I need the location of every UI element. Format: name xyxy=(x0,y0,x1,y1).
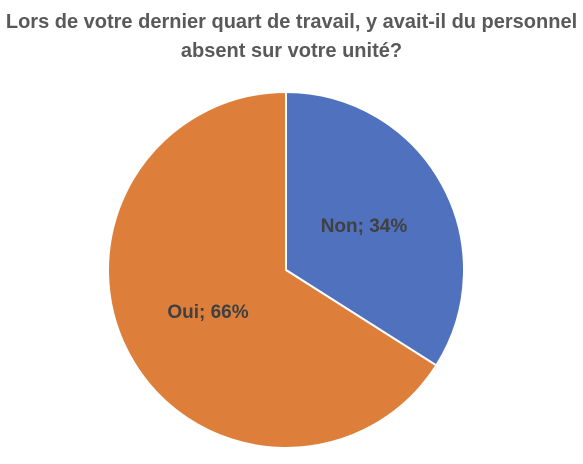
chart-title: Lors de votre dernier quart de travail, … xyxy=(5,11,578,62)
data-label: Oui; 66% xyxy=(167,302,248,323)
data-label: Non; 34% xyxy=(321,216,408,237)
pie-slice xyxy=(285,90,465,367)
pie-slice xyxy=(107,90,438,449)
